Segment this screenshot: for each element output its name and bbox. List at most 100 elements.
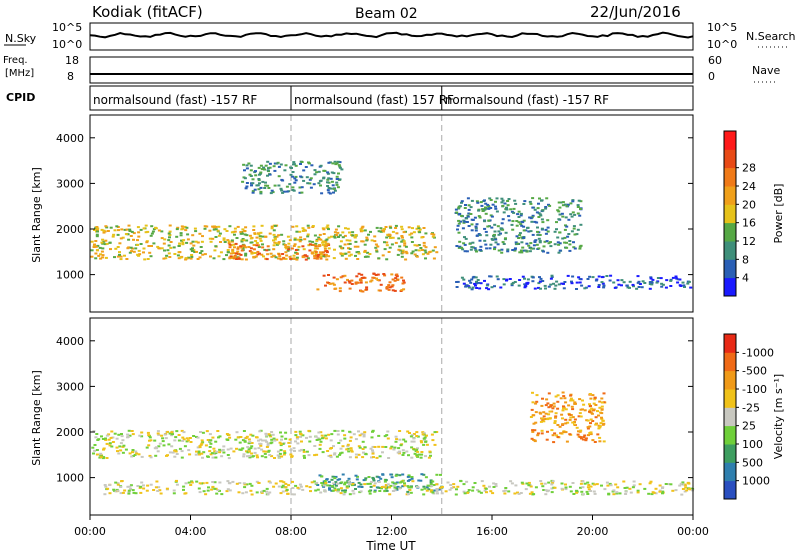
velocity-cell <box>538 411 542 414</box>
power-cell <box>497 230 501 233</box>
power-cell <box>327 274 330 276</box>
velocity-cell <box>366 482 370 485</box>
velocity-cell <box>178 447 182 450</box>
power-cell <box>176 254 180 257</box>
power-cell <box>128 251 132 254</box>
power-cell <box>211 237 215 240</box>
power-cell <box>243 233 247 236</box>
velocity-cell <box>305 450 309 453</box>
velocity-cell <box>198 453 201 456</box>
velocity-cell <box>334 475 338 478</box>
power-cell <box>229 252 233 255</box>
power-cell <box>142 247 146 250</box>
power-cell <box>387 284 391 287</box>
velocity-cell <box>429 489 433 492</box>
velocity-cell <box>266 442 270 445</box>
power-cell <box>393 279 397 282</box>
power-cell <box>553 230 557 233</box>
xtick-label: 20:00 <box>577 525 609 538</box>
velocity-cell <box>194 453 198 456</box>
velocity-cell <box>552 405 556 408</box>
power-cell <box>476 279 480 281</box>
power-cell <box>506 204 510 207</box>
ytick-label: 4000 <box>56 335 84 348</box>
velocity-cell <box>251 455 255 458</box>
colorbar-tick-label: 500 <box>742 456 763 469</box>
velocity-cell <box>408 489 412 491</box>
velocity-cell <box>244 491 248 494</box>
power-cell <box>94 257 98 260</box>
velocity-cell <box>360 432 364 435</box>
power-cell <box>266 184 270 187</box>
colorbar-segment <box>724 425 736 445</box>
velocity-cell <box>422 437 426 440</box>
velocity-cell <box>600 412 604 415</box>
velocity-cell <box>348 430 352 433</box>
power-cell <box>535 221 539 224</box>
power-cell <box>337 236 340 238</box>
power-cell <box>299 238 303 241</box>
velocity-cell <box>664 483 668 485</box>
power-cell <box>341 236 345 239</box>
velocity-cell <box>101 438 105 440</box>
power-cell <box>410 236 414 239</box>
velocity-cell <box>345 448 349 451</box>
velocity-cell <box>266 493 270 496</box>
power-cell <box>496 243 500 246</box>
colorbar-segment <box>724 222 736 242</box>
velocity-cell <box>389 447 393 450</box>
power-cell <box>203 225 207 228</box>
power-cell <box>524 229 528 232</box>
velocity-cell <box>260 491 264 494</box>
power-cell <box>331 282 335 285</box>
velocity-cell <box>560 487 564 490</box>
velocity-cell <box>260 455 264 458</box>
velocity-cell <box>197 452 201 455</box>
power-cell <box>586 278 590 280</box>
velocity-cell <box>594 404 598 406</box>
velocity-cell <box>589 422 592 425</box>
velocity-cell <box>242 455 246 458</box>
velocity-cell <box>603 488 607 491</box>
power-cell <box>264 164 268 167</box>
power-cell <box>243 169 246 172</box>
power-cell <box>555 221 558 224</box>
velocity-cell <box>531 493 535 496</box>
velocity-cell <box>268 454 272 456</box>
power-cell <box>236 247 240 250</box>
velocity-cell <box>201 441 205 444</box>
velocity-cell <box>291 480 294 483</box>
velocity-cell <box>440 486 444 488</box>
power-cell <box>470 246 474 249</box>
power-cell <box>493 230 497 233</box>
power-cell <box>538 234 542 236</box>
velocity-cell <box>333 429 337 432</box>
power-cell <box>649 276 653 279</box>
power-cell <box>144 231 148 234</box>
power-cell <box>556 241 560 244</box>
power-cell <box>363 249 367 252</box>
velocity-cell <box>175 479 178 482</box>
velocity-cell <box>573 401 577 404</box>
power-cell <box>571 275 575 278</box>
velocity-cell <box>556 400 560 403</box>
freq-panel: Freq. [MHz] 18 8 60 0 Nave <box>3 54 780 84</box>
power-cell <box>536 226 539 229</box>
velocity-cell <box>301 488 305 491</box>
velocity-cell <box>107 438 111 441</box>
velocity-cell <box>546 418 550 421</box>
power-cell <box>454 208 458 211</box>
power-cell <box>211 225 215 228</box>
velocity-cell <box>168 451 172 454</box>
power-cell <box>324 244 328 247</box>
power-cell <box>346 278 349 281</box>
power-cell <box>455 211 459 214</box>
power-cell <box>410 232 414 235</box>
power-cell <box>256 184 260 187</box>
power-cell <box>689 286 693 289</box>
power-cell <box>264 181 267 184</box>
power-cell <box>316 255 320 258</box>
power-cell <box>319 238 323 241</box>
velocity-cell <box>284 482 288 485</box>
velocity-cell <box>119 486 123 488</box>
